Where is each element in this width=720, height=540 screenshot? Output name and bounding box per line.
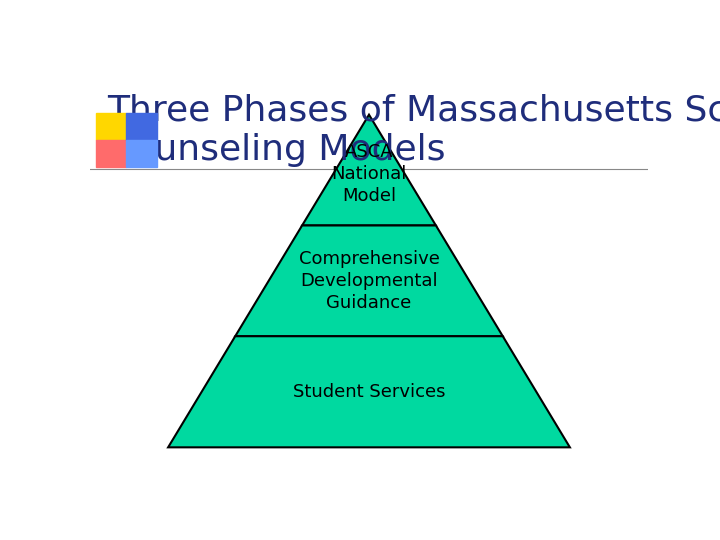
Bar (96, 140, 126, 167)
Text: Three Phases of Massachusetts School
Counseling Models: Three Phases of Massachusetts School Cou… (107, 94, 720, 167)
Bar (126, 113, 157, 140)
Polygon shape (235, 226, 503, 336)
Text: Comprehensive
Developmental
Guidance: Comprehensive Developmental Guidance (299, 249, 439, 312)
Polygon shape (302, 114, 436, 226)
Text: ASCA
National
Model: ASCA National Model (331, 143, 407, 205)
Polygon shape (168, 336, 570, 447)
Bar (96, 113, 126, 140)
Bar (126, 140, 157, 167)
Text: Student Services: Student Services (293, 383, 445, 401)
